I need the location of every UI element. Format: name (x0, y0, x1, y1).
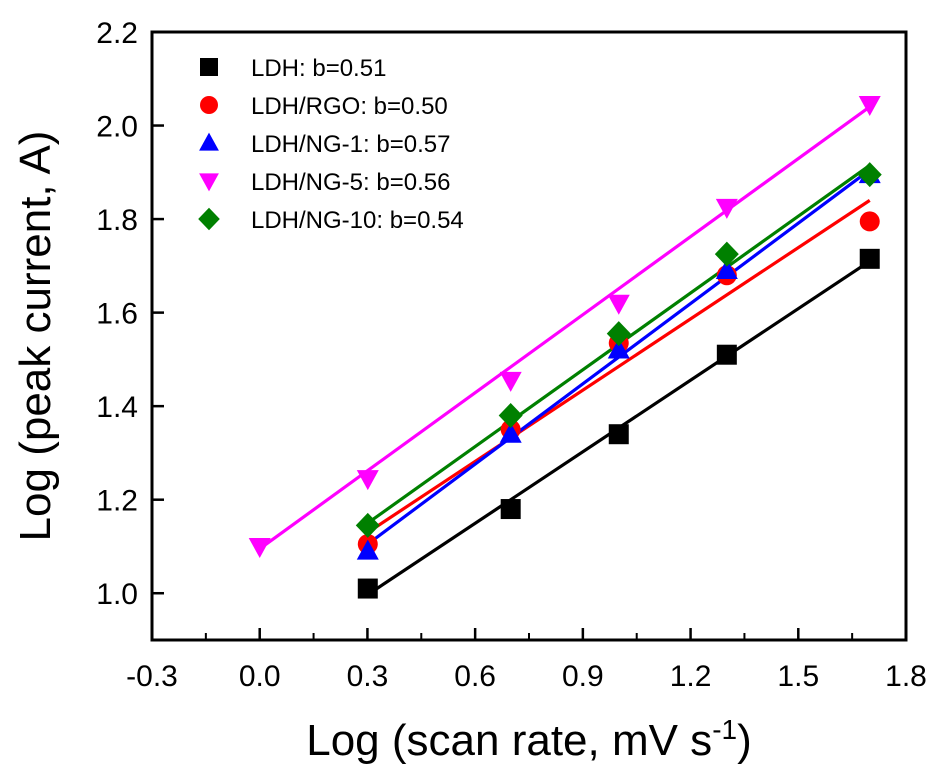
data-point (499, 371, 522, 392)
data-point (714, 241, 739, 267)
data-point (607, 338, 630, 359)
legend-label: LDH/NG-5: b=0.56 (251, 169, 450, 196)
y-tick-label: 1.6 (96, 298, 138, 331)
legend-label: LDH/NG-1: b=0.57 (251, 131, 450, 158)
x-axis-title-sup: -1 (712, 714, 737, 745)
y-tick-label: 2.2 (96, 17, 138, 50)
y-tick-label: 1.0 (96, 578, 138, 611)
x-tick-label: 0.6 (454, 660, 496, 693)
plot-frame (150, 30, 908, 642)
legend-marker (198, 207, 220, 231)
data-point (248, 537, 271, 558)
data-point (715, 259, 738, 280)
x-tick-label: 0.0 (239, 660, 281, 693)
x-tick-label: -0.3 (126, 660, 178, 693)
legend-marker (199, 173, 219, 192)
data-point (859, 211, 880, 232)
legend-label: LDH/RGO: b=0.50 (251, 93, 448, 120)
x-axis-title-close: ) (737, 716, 752, 765)
data-point (499, 422, 522, 443)
y-tick-label: 2.0 (96, 111, 138, 144)
y-tick-label: 1.4 (96, 391, 138, 424)
data-point (858, 95, 881, 116)
data-point (859, 248, 880, 269)
legend: LDH: b=0.51 LDH/RGO: b=0.50 LDH/NG-1: b=0.… (198, 55, 464, 234)
x-tick-label: 0.9 (562, 660, 604, 693)
data-point (355, 512, 380, 538)
data-point (356, 539, 379, 560)
x-axis-title-main: Log (scan rate, mV s (306, 716, 712, 765)
x-tick-label: 1.2 (670, 660, 712, 693)
data-point (357, 578, 378, 599)
y-tick-label: 1.2 (96, 485, 138, 518)
markers (248, 95, 882, 599)
legend-marker (199, 132, 219, 151)
data-point (356, 470, 379, 491)
x-tick-label: 0.3 (347, 660, 389, 693)
legend-marker (200, 58, 218, 76)
tick-labels: -0.3 0.0 0.3 0.6 0.9 1.2 1.5 1.8 1.0 1.2 1.4 1.6 1.8… (96, 17, 927, 693)
data-point (606, 321, 631, 347)
data-point (500, 499, 521, 520)
fit-line (366, 199, 871, 534)
data-point (715, 198, 738, 219)
legend-label: LDH: b=0.51 (251, 55, 386, 82)
x-axis-title: Log (scan rate, mV s-1) (306, 714, 752, 765)
data-point (857, 162, 882, 188)
y-axis-title: Log (peak current, A) (11, 131, 60, 542)
legend-marker (200, 96, 218, 114)
data-point (498, 403, 523, 429)
data-point (608, 424, 629, 445)
ticks (150, 30, 908, 640)
y-tick-label: 1.8 (96, 204, 138, 237)
data-point (716, 344, 737, 365)
data-point (607, 294, 630, 315)
x-tick-label: 1.8 (885, 660, 927, 693)
x-tick-label: 1.5 (777, 660, 819, 693)
legend-label: LDH/NG-10: b=0.54 (251, 207, 464, 234)
